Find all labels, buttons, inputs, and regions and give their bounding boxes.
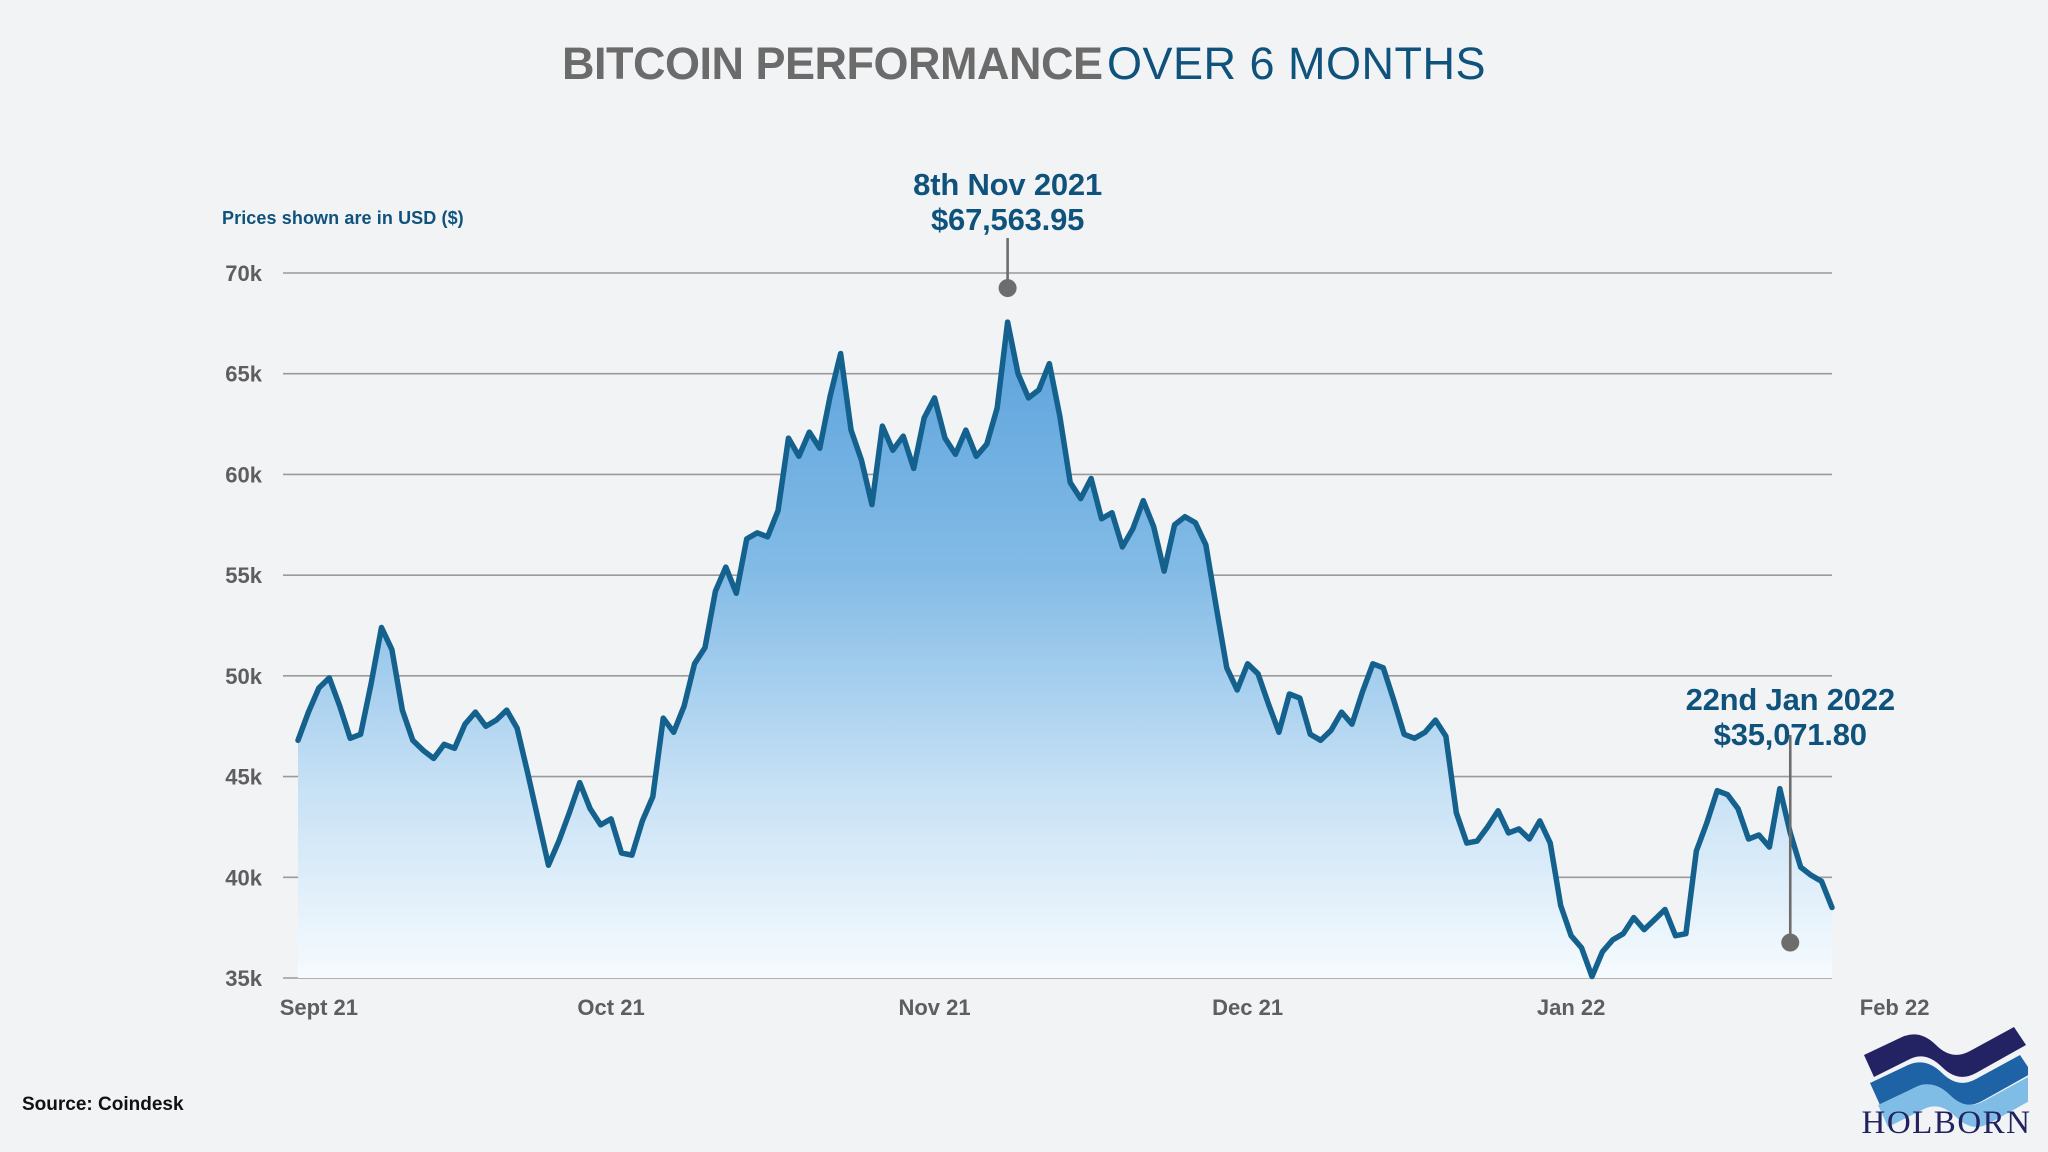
x-tick-label: Oct 21	[577, 995, 644, 1020]
price-area-fill	[298, 322, 1832, 978]
y-tick-label: 55k	[225, 563, 262, 588]
holborn-logo-icon	[1864, 1027, 2028, 1127]
annotation-dot	[998, 279, 1017, 298]
y-tick-label: 45k	[225, 765, 262, 790]
page-title: BITCOIN PERFORMANCE OVER 6 MONTHS	[0, 38, 2048, 90]
holborn-wordmark: HOLBORN	[1861, 1105, 2032, 1141]
page-title-primary: BITCOIN PERFORMANCE	[562, 38, 1103, 89]
logo-wave-top	[1864, 1027, 2026, 1077]
y-axis-labels: 35k 40k 45k 50k 55k 60k 65k 70k	[225, 261, 262, 991]
annotation-label-peak: 8th Nov 2021 $67,563.95	[858, 167, 1158, 237]
x-tick-label: Feb 22	[1860, 995, 1930, 1020]
annotation-peak-price: $67,563.95	[931, 201, 1085, 237]
x-axis-labels: Sept 21 Oct 21 Nov 21 Dec 21 Jan 22 Feb 22	[280, 995, 1930, 1020]
source-attribution: Source: Coindesk	[22, 1094, 184, 1115]
logo-wave-bottom	[1878, 1077, 2028, 1127]
annotation-peak-date: 8th Nov 2021	[913, 167, 1103, 202]
annotation-trough-price: $35,071.80	[1713, 716, 1867, 752]
annotation-trough-date: 22nd Jan 2022	[1685, 682, 1896, 717]
currency-note: Prices shown are in USD ($)	[222, 208, 464, 228]
price-line	[295, 319, 1835, 980]
x-tick-label: Nov 21	[898, 995, 970, 1020]
x-tick-label: Jan 22	[1537, 995, 1606, 1020]
y-tick-label: 60k	[225, 462, 262, 487]
annotation-markers	[998, 238, 1800, 952]
annotation-label-trough: 22nd Jan 2022 $35,071.80	[1640, 682, 1940, 752]
page-title-secondary: OVER 6 MONTHS	[1106, 38, 1486, 89]
y-tick-label: 35k	[225, 966, 262, 991]
y-tick-label: 70k	[225, 261, 262, 286]
x-tick-label: Sept 21	[280, 995, 358, 1020]
x-tick-label: Dec 21	[1212, 995, 1283, 1020]
y-tick-label: 65k	[225, 362, 262, 387]
y-tick-label: 40k	[225, 865, 262, 890]
logo-wave-middle	[1870, 1055, 2028, 1105]
y-tick-label: 50k	[225, 664, 262, 689]
annotation-dot	[1781, 933, 1800, 952]
